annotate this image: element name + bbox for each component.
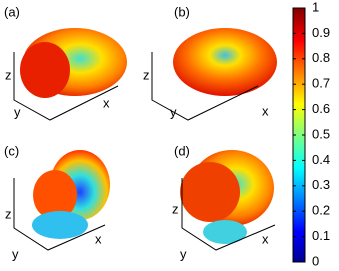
axis-label: x: [95, 231, 102, 246]
axis-label: z: [172, 201, 179, 216]
axis-label: z: [143, 67, 150, 82]
tick-label: 0.5: [312, 126, 330, 141]
axis-label: y: [14, 104, 21, 119]
surface: [180, 162, 240, 222]
tick-label: 0.9: [312, 25, 330, 40]
surface: [203, 220, 247, 244]
tick-label: 0.3: [312, 177, 330, 192]
tick-label: 0.2: [312, 203, 330, 218]
surface: [173, 28, 277, 96]
tick-label: 0: [312, 253, 319, 268]
tick-label: 0.7: [312, 76, 330, 91]
axis-label: z: [5, 206, 12, 221]
panel-label: (b): [174, 4, 190, 19]
axes: [13, 178, 106, 251]
panel-label: (c): [4, 143, 19, 158]
panel-a: (a) z y x: [4, 4, 127, 121]
axis-label: z: [5, 67, 12, 82]
tick-label: 0.1: [312, 228, 330, 243]
tick-label: 0.4: [312, 152, 330, 167]
surface: [32, 211, 88, 239]
panel-label: (a): [4, 4, 20, 19]
surface: [33, 170, 77, 220]
panel-label: (d): [174, 143, 190, 158]
panel-d: (d) z y x: [172, 143, 276, 261]
tick-label: 0.6: [312, 101, 330, 116]
axes: [181, 178, 276, 251]
surface: [20, 42, 70, 98]
axis-label: x: [262, 103, 269, 118]
tick-label: 0.8: [312, 50, 330, 65]
axis-label: y: [180, 246, 187, 261]
axis-label: y: [12, 246, 19, 261]
axis-label: x: [262, 231, 269, 246]
axis-label: y: [170, 104, 177, 119]
panel-b: (b) z y x: [143, 4, 277, 121]
panel-c: (c) z y x: [4, 143, 110, 261]
axis-label: x: [103, 95, 110, 110]
colorbar-ticks: 0 0.1 0.2 0.3 0.4 0.5 0.6 0.7 0.8 0.9 1: [293, 0, 330, 268]
axes: [13, 52, 119, 121]
tick-label: 1: [312, 0, 319, 14]
axes: [151, 52, 259, 121]
